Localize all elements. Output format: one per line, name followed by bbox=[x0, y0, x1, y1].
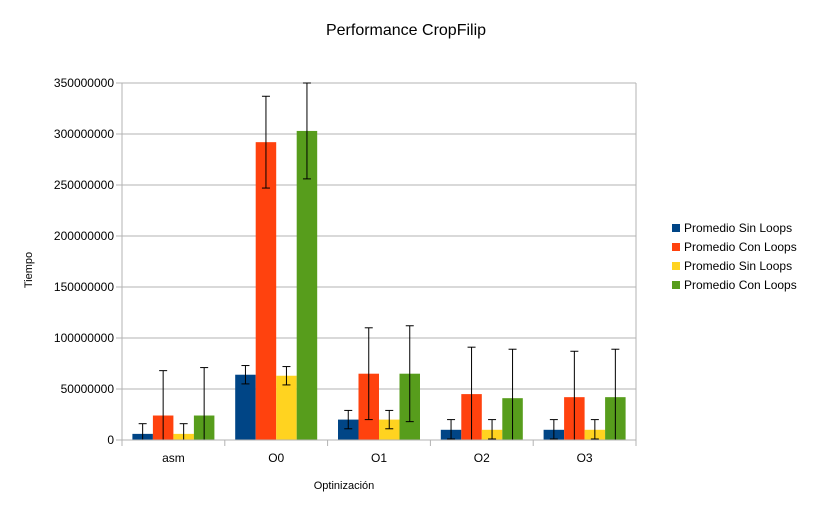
error-bar bbox=[590, 419, 599, 440]
y-axis-label: Tiempo bbox=[23, 252, 35, 288]
error-bar bbox=[364, 327, 373, 421]
legend-item: Promedio Sin Loops bbox=[672, 259, 792, 273]
y-tick-label: 100000000 bbox=[54, 331, 114, 345]
legend-swatch bbox=[672, 281, 680, 289]
legend-swatch bbox=[672, 243, 680, 251]
y-tick-label: 0 bbox=[107, 433, 114, 447]
bar bbox=[379, 419, 400, 440]
x-axis-ticks: asm O0 O1 O2 O3 bbox=[121, 439, 637, 465]
error-bar bbox=[261, 95, 270, 189]
y-axis-ticks: 0 50000000 100000000 150000000 200000000 2500… bbox=[54, 76, 122, 447]
error-bar bbox=[302, 82, 311, 180]
error-bar bbox=[282, 366, 291, 386]
x-axis-label: Optinización bbox=[314, 480, 375, 492]
legend-swatch bbox=[672, 262, 680, 270]
bar bbox=[296, 130, 318, 440]
y-tick-label: 200000000 bbox=[54, 229, 114, 243]
chart-title: Performance CropFilip bbox=[326, 22, 486, 39]
legend-item: Promedio Sin Loops bbox=[672, 221, 792, 235]
x-tick-label: O1 bbox=[371, 451, 387, 465]
error-bar bbox=[385, 409, 394, 430]
legend-swatch bbox=[672, 224, 680, 232]
bar bbox=[276, 375, 297, 440]
error-bar bbox=[405, 325, 414, 423]
legend-label: Promedio Sin Loops bbox=[684, 259, 792, 273]
x-tick-label: O3 bbox=[577, 451, 593, 465]
legend-label: Promedio Con Loops bbox=[684, 278, 797, 292]
error-bar bbox=[549, 419, 558, 440]
legend: Promedio Sin Loops Promedio Con Loops Prom… bbox=[672, 221, 797, 292]
x-tick-label: asm bbox=[162, 451, 185, 465]
bar bbox=[338, 419, 359, 440]
y-tick-label: 300000000 bbox=[54, 127, 114, 141]
bar bbox=[255, 142, 277, 440]
error-bar bbox=[241, 365, 250, 385]
error-bar bbox=[447, 419, 456, 440]
bar-series bbox=[132, 130, 626, 440]
legend-label: Promedio Sin Loops bbox=[684, 221, 792, 235]
x-tick-label: O2 bbox=[474, 451, 490, 465]
y-tick-label: 50000000 bbox=[61, 382, 115, 396]
y-tick-label: 250000000 bbox=[54, 178, 114, 192]
error-bar bbox=[344, 409, 353, 430]
y-tick-label: 150000000 bbox=[54, 280, 114, 294]
legend-item: Promedio Con Loops bbox=[672, 278, 797, 292]
error-bar bbox=[488, 419, 497, 440]
gridlines bbox=[121, 82, 637, 441]
legend-item: Promedio Con Loops bbox=[672, 240, 797, 254]
bar bbox=[235, 374, 256, 440]
x-tick-label: O0 bbox=[268, 451, 284, 465]
legend-label: Promedio Con Loops bbox=[684, 240, 797, 254]
y-tick-label: 350000000 bbox=[54, 76, 114, 90]
